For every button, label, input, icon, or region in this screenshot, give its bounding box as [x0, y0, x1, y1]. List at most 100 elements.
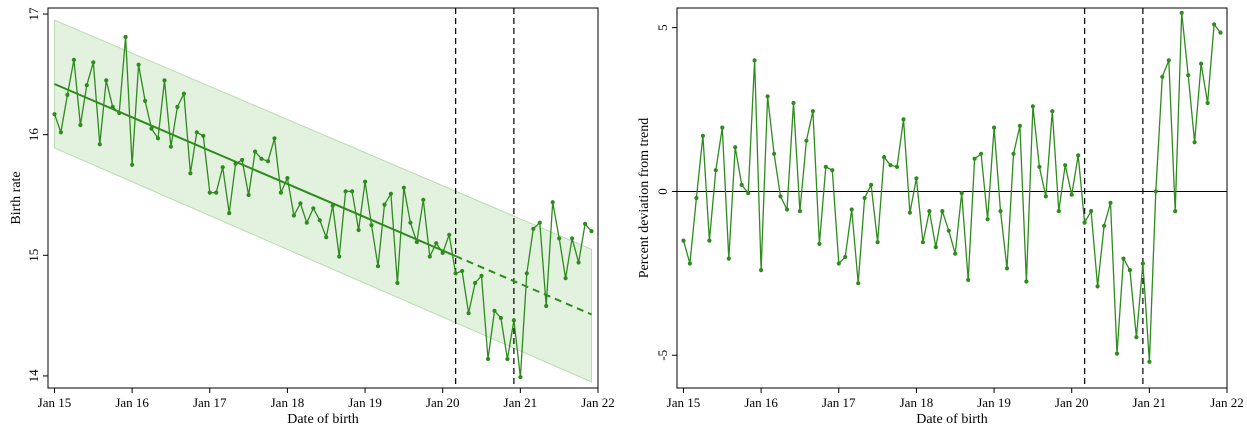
data-point: [447, 232, 452, 237]
data-point: [875, 240, 880, 245]
data-point: [382, 202, 387, 207]
data-point: [1050, 109, 1055, 114]
data-point: [927, 209, 932, 214]
data-point: [1037, 164, 1042, 169]
data-point: [285, 176, 290, 181]
data-point: [797, 209, 803, 214]
data-point: [246, 192, 251, 198]
data-point: [233, 161, 238, 166]
data-point: [849, 207, 854, 212]
vertical-reference-lines: [455, 8, 515, 388]
data-point: [1114, 351, 1120, 356]
deviation-axis-ticks: Jan 15 Jan 16 Jan 17 Jan 18 Jan 19 Jan 20 Jan …: [655, 24, 1244, 410]
data-point: [1089, 209, 1094, 214]
data-point: [194, 130, 199, 135]
data-point: [272, 136, 277, 141]
data-point: [901, 117, 906, 122]
data-point: [888, 163, 893, 168]
data-point: [181, 91, 186, 96]
data-point: [369, 223, 374, 228]
data-point: [473, 280, 478, 286]
data-point: [823, 164, 828, 169]
data-point: [1024, 279, 1029, 284]
x-tick-label: Jan 18: [271, 395, 305, 410]
data-point: [375, 264, 381, 269]
data-point: [726, 256, 731, 261]
data-point: [953, 251, 958, 256]
data-point: [583, 221, 588, 226]
data-point: [576, 260, 581, 265]
data-point: [843, 254, 848, 260]
data-point: [862, 195, 867, 201]
data-point: [259, 156, 264, 161]
data-point: [1186, 73, 1191, 78]
birth-rate-x-axis-title: Date of birth: [287, 412, 359, 427]
data-point: [317, 218, 322, 223]
x-tick-label: Jan 22: [581, 395, 615, 410]
y-tick-label: 0: [655, 188, 670, 195]
data-point: [1179, 10, 1184, 15]
data-point: [1030, 104, 1035, 109]
data-point: [363, 179, 368, 184]
data-point: [304, 220, 309, 225]
data-point: [511, 318, 516, 323]
data-point: [505, 356, 510, 362]
x-tick-label: Jan 17: [193, 395, 227, 410]
data-point: [240, 157, 245, 163]
data-point: [557, 236, 562, 241]
data-point: [518, 375, 523, 380]
data-point: [1160, 74, 1165, 79]
data-point: [772, 151, 777, 156]
birth-rate-series: [52, 34, 594, 380]
x-tick-label: Jan 19: [977, 395, 1011, 410]
data-point: [720, 125, 725, 130]
data-point: [485, 356, 491, 362]
deviation-y-axis-title: Percent deviation from trend: [637, 118, 652, 279]
data-point: [733, 145, 738, 150]
deviation-panel: Jan 15 Jan 16 Jan 17 Jan 18 Jan 19 Jan 20 Jan …: [637, 7, 1244, 427]
y-tick-label: 15: [26, 249, 41, 262]
data-point: [992, 125, 997, 130]
data-point: [1192, 140, 1197, 145]
trend-line-solid: [54, 83, 457, 258]
data-point: [1147, 359, 1152, 364]
data-point: [810, 109, 816, 114]
data-point: [778, 194, 783, 199]
data-point: [739, 182, 744, 187]
data-point: [278, 190, 283, 195]
data-point: [201, 133, 206, 138]
x-tick-label: Jan 20: [1055, 395, 1089, 410]
data-point: [550, 200, 555, 205]
data-point: [492, 308, 497, 313]
x-tick-label: Jan 19: [348, 395, 382, 410]
confidence-band-area: [53, 19, 593, 383]
data-point: [466, 311, 471, 316]
data-point: [207, 190, 212, 195]
data-point: [933, 245, 938, 250]
trend-line-projected: [455, 255, 592, 316]
data-point: [214, 190, 219, 195]
series-line: [53, 36, 592, 378]
data-point: [836, 261, 841, 266]
data-point: [130, 162, 135, 167]
data-point: [388, 191, 393, 196]
y-tick-label: -5: [655, 350, 670, 361]
data-point: [746, 191, 751, 196]
data-point: [104, 78, 109, 83]
data-point: [537, 220, 542, 225]
data-point: [421, 197, 426, 202]
data-point: [52, 112, 57, 117]
data-point: [563, 276, 568, 281]
data-point: [524, 271, 529, 276]
data-point: [408, 220, 413, 225]
data-point: [168, 144, 173, 149]
data-point: [311, 206, 316, 211]
data-point: [162, 78, 167, 83]
data-point: [434, 241, 439, 246]
data-point: [681, 238, 686, 243]
data-point: [589, 229, 594, 234]
deviation-x-axis-title: Date of birth: [916, 412, 988, 427]
data-point: [1121, 256, 1126, 261]
data-point: [149, 126, 154, 131]
